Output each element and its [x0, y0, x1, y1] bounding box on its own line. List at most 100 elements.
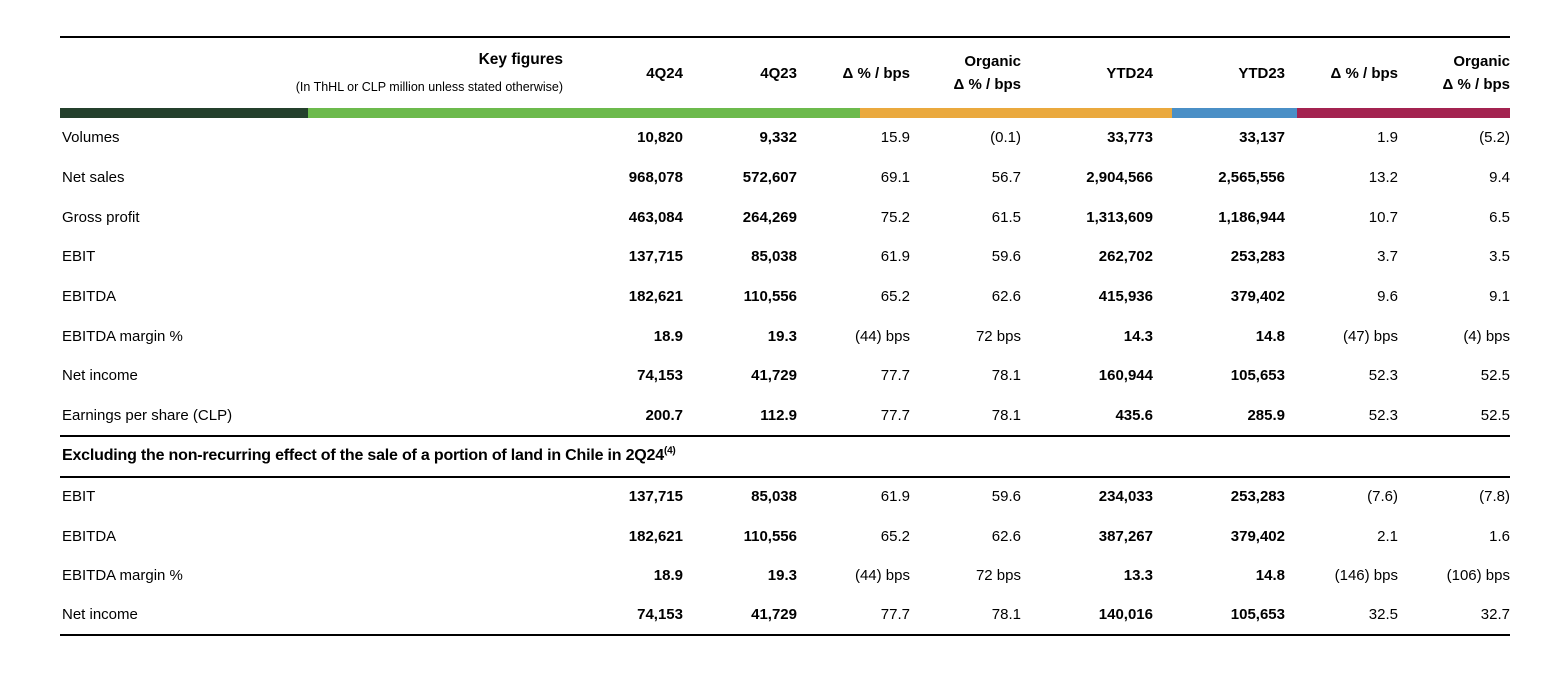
cell-value: 463,084 [628, 208, 683, 226]
cell-value: 968,078 [628, 169, 683, 187]
cell-value: 137,715 [628, 488, 683, 506]
cell-value: 415,936 [1098, 288, 1153, 306]
row-label: Net income [62, 606, 138, 624]
cell-value: 74,153 [637, 367, 683, 385]
table-bottom-border [60, 634, 1510, 638]
row-label: Net income [62, 367, 138, 385]
cell-value: 6.5 [1489, 208, 1510, 226]
cell-value: 3.5 [1489, 248, 1510, 266]
column-header-4: YTD24 [1106, 64, 1153, 82]
cell-value: 9.6 [1377, 288, 1398, 306]
cell-value: (4) bps [1463, 327, 1510, 345]
table-row: EBITDA margin % 18.9 19.3 (44) bps 72 bps 14.… [60, 316, 1510, 356]
column-header-5: YTD23 [1238, 64, 1285, 82]
cell-value: 13.3 [1123, 567, 1153, 585]
cell-value: 75.2 [880, 208, 910, 226]
column-header-6: Δ % / bps [1330, 64, 1398, 82]
cell-value: 1.9 [1377, 129, 1398, 147]
cell-value: 13.2 [1368, 169, 1398, 187]
color-bar-segment-light-green [307, 108, 861, 118]
cell-value: 77.7 [880, 606, 910, 624]
table-subtitle: (In ThHL or CLP million unless stated ot… [295, 80, 563, 95]
cell-value: 182,621 [628, 527, 683, 545]
cell-value: 41,729 [751, 606, 797, 624]
table-row: EBIT 137,715 85,038 61.9 59.6 262,702 253,283 3… [60, 237, 1510, 277]
cell-value: 2,904,566 [1086, 169, 1153, 187]
cell-value: 140,016 [1098, 606, 1153, 624]
cell-value: 105,653 [1230, 367, 1285, 385]
column-header-0: 4Q24 [646, 64, 683, 82]
cell-value: 387,267 [1098, 527, 1153, 545]
cell-value: 379,402 [1230, 527, 1285, 545]
column-header-2: Δ % / bps [842, 64, 910, 82]
cell-value: 2.1 [1377, 527, 1398, 545]
row-label: EBIT [62, 488, 96, 506]
table-row: Net income 74,153 41,729 77.7 78.1 140,016 105… [60, 596, 1510, 636]
row-label: EBIT [62, 248, 96, 266]
cell-value: 112.9 [760, 406, 797, 424]
cell-value: 33,137 [1239, 129, 1285, 147]
cell-value: (44) bps [854, 567, 910, 585]
row-label: EBITDA [62, 527, 117, 545]
cell-value: 253,283 [1230, 488, 1285, 506]
section-header-text: Excluding the non-recurring effect of th… [60, 434, 1510, 478]
cell-value: 32.5 [1368, 606, 1398, 624]
cell-value: 105,653 [1230, 606, 1285, 624]
cell-value: 59.6 [991, 488, 1021, 506]
cell-value: 14.8 [1255, 327, 1285, 345]
cell-value: 1,186,944 [1218, 208, 1285, 226]
cell-value: 19.3 [767, 327, 797, 345]
key-figures-table: Key figures (In ThHL or CLP million unle… [60, 36, 1510, 638]
cell-value: 52.3 [1368, 367, 1398, 385]
color-bar-segment-dark-green [60, 108, 308, 118]
cell-value: 61.9 [880, 488, 910, 506]
cell-value: 285.9 [1247, 406, 1285, 424]
cell-value: 18.9 [653, 567, 683, 585]
cell-value: 9.1 [1489, 288, 1510, 306]
color-bar-segment-crimson [1296, 108, 1510, 118]
cell-value: 15.9 [880, 129, 910, 147]
table-title: Key figures [478, 51, 563, 69]
cell-value: 253,283 [1230, 248, 1285, 266]
table-row: EBITDA 182,621 110,556 65.2 62.6 387,267 379,4… [60, 516, 1510, 556]
cell-value: (7.6) [1367, 488, 1398, 506]
footnote-marker: (4) [663, 445, 676, 457]
cell-value: 78.1 [991, 606, 1021, 624]
row-label: Gross profit [62, 208, 140, 226]
cell-value: 19.3 [767, 567, 797, 585]
cell-value: (47) bps [1342, 327, 1398, 345]
cell-value: 182,621 [628, 288, 683, 306]
row-label: EBITDA margin % [62, 327, 183, 345]
cell-value: 72 bps [975, 327, 1021, 345]
cell-value: 52.5 [1480, 367, 1510, 385]
table-row: EBITDA margin % 18.9 19.3 (44) bps 72 bps 13.… [60, 556, 1510, 596]
cell-value: 69.1 [880, 169, 910, 187]
cell-value: 65.2 [880, 288, 910, 306]
cell-value: 62.6 [991, 527, 1021, 545]
column-header-7: Organic Δ % / bps [1442, 52, 1510, 93]
color-bar-segment-blue [1172, 108, 1297, 118]
cell-value: 85,038 [751, 488, 797, 506]
cell-value: 52.5 [1480, 406, 1510, 424]
color-bar-segment-orange [860, 108, 1173, 118]
section-header-row: Excluding the non-recurring effect of th… [60, 434, 1510, 478]
cell-value: 62.6 [991, 288, 1021, 306]
cell-value: (44) bps [854, 327, 910, 345]
cell-value: 65.2 [880, 527, 910, 545]
cell-value: 78.1 [991, 367, 1021, 385]
cell-value: 10.7 [1368, 208, 1398, 226]
cell-value: 1,313,609 [1086, 208, 1153, 226]
column-header-3: Organic Δ % / bps [953, 52, 1021, 93]
cell-value: 77.7 [880, 367, 910, 385]
cell-value: 264,269 [742, 208, 797, 226]
cell-value: (5.2) [1479, 129, 1510, 147]
cell-value: 234,033 [1098, 488, 1153, 506]
cell-value: 61.9 [880, 248, 910, 266]
cell-value: 72 bps [975, 567, 1021, 585]
cell-value: (0.1) [990, 129, 1021, 147]
cell-value: 10,820 [637, 129, 683, 147]
table-title-cell: Key figures (In ThHL or CLP million unle… [60, 37, 563, 108]
column-header-1: 4Q23 [760, 64, 797, 82]
row-label: Earnings per share (CLP) [62, 406, 233, 424]
cell-value: 74,153 [637, 606, 683, 624]
